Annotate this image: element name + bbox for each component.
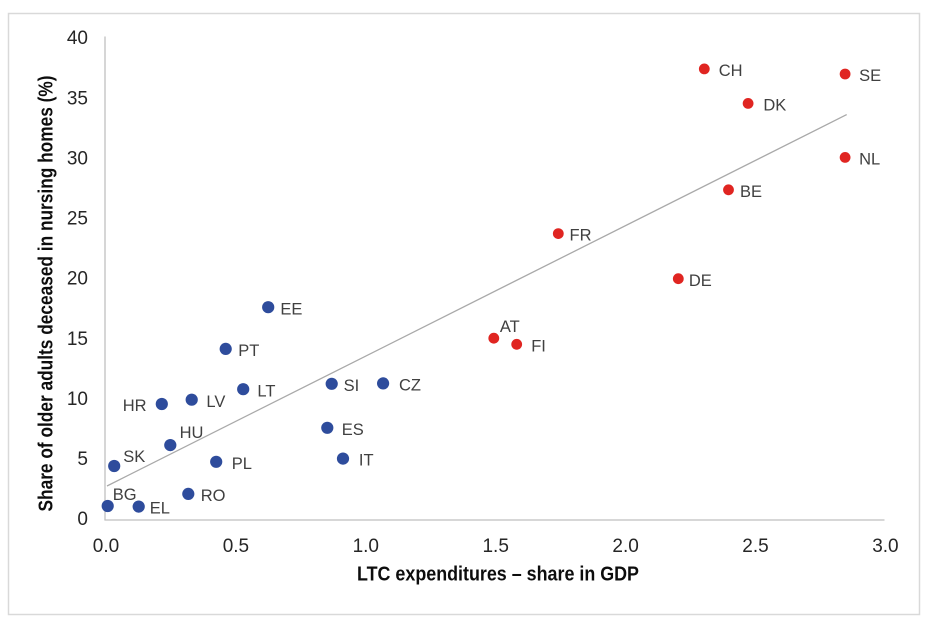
svg-text:2.5: 2.5 <box>742 536 768 557</box>
svg-text:3.0: 3.0 <box>872 536 898 557</box>
svg-text:DE: DE <box>689 272 712 290</box>
svg-text:1.5: 1.5 <box>482 536 508 557</box>
svg-text:SI: SI <box>344 377 360 395</box>
svg-text:BG: BG <box>113 486 137 504</box>
svg-text:PT: PT <box>238 342 259 360</box>
svg-text:HU: HU <box>180 424 204 442</box>
svg-text:15: 15 <box>67 329 88 350</box>
svg-text:0: 0 <box>77 509 88 530</box>
svg-text:2.0: 2.0 <box>612 536 638 557</box>
svg-text:LTC expenditures – share in GD: LTC expenditures – share in GDP <box>357 563 639 586</box>
svg-text:FR: FR <box>570 227 592 245</box>
svg-text:CH: CH <box>719 62 743 80</box>
svg-text:5: 5 <box>77 449 88 470</box>
svg-text:LT: LT <box>257 382 275 400</box>
svg-text:EL: EL <box>150 500 170 518</box>
svg-text:Share of older adults deceased: Share of older adults deceased in nursin… <box>35 76 58 512</box>
svg-text:DK: DK <box>763 97 786 115</box>
svg-text:0.0: 0.0 <box>93 536 119 557</box>
svg-text:0.5: 0.5 <box>223 536 249 557</box>
svg-text:RO: RO <box>201 487 226 505</box>
svg-text:1.0: 1.0 <box>353 536 379 557</box>
svg-text:PL: PL <box>232 455 252 473</box>
svg-text:40: 40 <box>67 28 88 49</box>
svg-text:AT: AT <box>500 318 520 336</box>
svg-text:LV: LV <box>206 393 225 411</box>
svg-text:10: 10 <box>67 389 88 410</box>
svg-text:35: 35 <box>67 88 88 109</box>
svg-text:FI: FI <box>531 337 546 355</box>
svg-text:EE: EE <box>280 300 302 318</box>
svg-text:BE: BE <box>740 183 762 201</box>
svg-text:SK: SK <box>123 448 145 466</box>
svg-text:SE: SE <box>859 67 881 85</box>
svg-text:CZ: CZ <box>399 377 421 395</box>
svg-text:IT: IT <box>359 452 374 470</box>
svg-text:ES: ES <box>342 421 364 439</box>
svg-text:HR: HR <box>123 397 147 415</box>
svg-text:25: 25 <box>67 209 88 230</box>
svg-text:NL: NL <box>859 151 880 169</box>
svg-text:30: 30 <box>67 148 88 169</box>
svg-text:20: 20 <box>67 269 88 290</box>
